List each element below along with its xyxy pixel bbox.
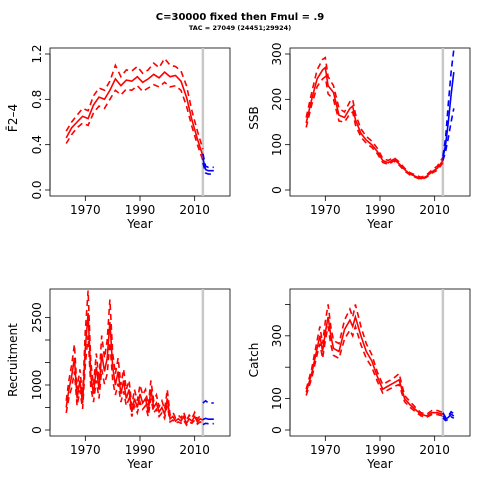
panel-recruitment-y-tick-label: 0 xyxy=(30,426,44,434)
panel-recruitment: 1970 1990 2010 0 1000 2500 Year Recruitment xyxy=(6,288,231,471)
panel-ssb-series-projection xyxy=(442,72,455,159)
panel-recruitment-xlabel: Year xyxy=(126,457,152,471)
panel-catch-x-tick-label: 1970 xyxy=(310,443,341,457)
panel-recruitment-ylabel: Recruitment xyxy=(6,323,20,397)
panel-catch-series-historical-lower xyxy=(305,323,444,419)
panel-ssb-x-tick-label: 2010 xyxy=(419,203,450,217)
panel-ssb-series-historical-lower xyxy=(305,75,444,181)
panel-catch-ylabel: Catch xyxy=(247,343,261,378)
panel-fbar-x-tick-label: 1970 xyxy=(70,203,101,217)
panel-fbar-x-tick-label: 1990 xyxy=(125,203,156,217)
panel-recruitment-series-projection-lower xyxy=(202,422,214,426)
panel-ssb-x-tick-label: 1970 xyxy=(310,203,341,217)
panel-fbar-series-projection-upper xyxy=(202,153,214,169)
panel-catch-series-projection-upper xyxy=(442,410,455,419)
panel-ssb-xlabel: Year xyxy=(366,217,392,231)
panel-fbar-series-projection-lower xyxy=(202,162,214,175)
panel-ssb-series-projection-lower xyxy=(442,108,455,161)
panel-catch-y-tick-label: 300 xyxy=(270,324,284,347)
panel-recruitment-body: 1970 1990 2010 0 1000 2500 xyxy=(30,288,231,457)
figure-title: C=30000 fixed then Fmul = .9 xyxy=(156,12,324,23)
panel-fbar-series-projection xyxy=(202,158,214,172)
panel-ssb-y-tick-label: 200 xyxy=(270,88,284,111)
panel-ssb-ylabel: SSB xyxy=(247,106,261,129)
panel-catch-x-tick-label: 2010 xyxy=(419,443,450,457)
panel-ssb-y-tick-label: 0 xyxy=(270,186,284,194)
panel-catch-series-projection-lower xyxy=(442,415,455,422)
panel-catch: 1970 1990 2010 0 100 300 Year Catch xyxy=(247,288,471,471)
panel-catch-y-tick-label: 0 xyxy=(270,426,284,434)
panel-catch-xlabel: Year xyxy=(366,457,392,471)
figure-subtitle: TAC = 27049 (24451;29924) xyxy=(189,24,291,32)
panel-catch-series-projection xyxy=(442,413,455,421)
panel-recruitment-series-historical xyxy=(65,312,204,426)
panel-recruitment-x-tick-label: 1990 xyxy=(125,443,156,457)
panel-ssb-series-historical xyxy=(305,66,444,180)
panel-fbar-x-tick-label: 2010 xyxy=(179,203,210,217)
panel-ssb-y-tick-label: 300 xyxy=(270,43,284,66)
panel-recruitment-y-tick-label: 2500 xyxy=(30,302,44,333)
panel-recruitment-x-tick-label: 2010 xyxy=(179,443,210,457)
panel-fbar-y-tick-label: 0.0 xyxy=(30,180,44,199)
panel-fbar-series-historical-lower xyxy=(65,81,204,161)
panel-fbar-series-historical xyxy=(65,71,204,157)
panel-catch-series-historical-upper xyxy=(305,304,444,416)
panel-recruitment-series-projection-upper xyxy=(202,399,214,404)
panel-fbar-y-tick-label: 0.4 xyxy=(30,135,44,154)
panel-fbar-ylabel: F̄2–4 xyxy=(6,104,20,132)
panel-fbar: 1970 1990 2010 0.0 0.4 0.8 1.2 Year F̄2–4 xyxy=(6,44,231,231)
panel-fbar-xlabel: Year xyxy=(126,217,152,231)
panel-recruitment-x-tick-label: 1970 xyxy=(70,443,101,457)
panel-recruitment-series-historical-lower xyxy=(65,335,204,427)
panel-ssb: 1970 1990 2010 0 100 200 300 Year SSB xyxy=(247,43,471,231)
panel-catch-body: 1970 1990 2010 0 100 300 xyxy=(270,288,471,457)
panel-ssb-series-historical-upper xyxy=(305,56,444,179)
panel-catch-series-historical xyxy=(305,314,444,417)
panel-catch-y-tick-label: 100 xyxy=(270,387,284,410)
panel-recruitment-series-projection xyxy=(202,417,214,421)
panel-catch-x-tick-label: 1990 xyxy=(365,443,396,457)
panel-fbar-y-tick-label: 1.2 xyxy=(30,44,44,63)
panel-ssb-series-projection-upper xyxy=(442,49,455,157)
panel-recruitment-series-historical-upper xyxy=(65,290,204,423)
panel-ssb-body: 1970 1990 2010 0 100 200 300 xyxy=(270,43,471,217)
panel-ssb-y-tick-label: 100 xyxy=(270,133,284,156)
panel-ssb-x-tick-label: 1990 xyxy=(365,203,396,217)
panel-fbar-body: 1970 1990 2010 0.0 0.4 0.8 1.2 xyxy=(30,44,231,217)
panel-fbar-y-tick-label: 0.8 xyxy=(30,90,44,109)
panel-fbar-series-historical-upper xyxy=(65,57,204,150)
panel-recruitment-y-tick-label: 1000 xyxy=(30,370,44,401)
